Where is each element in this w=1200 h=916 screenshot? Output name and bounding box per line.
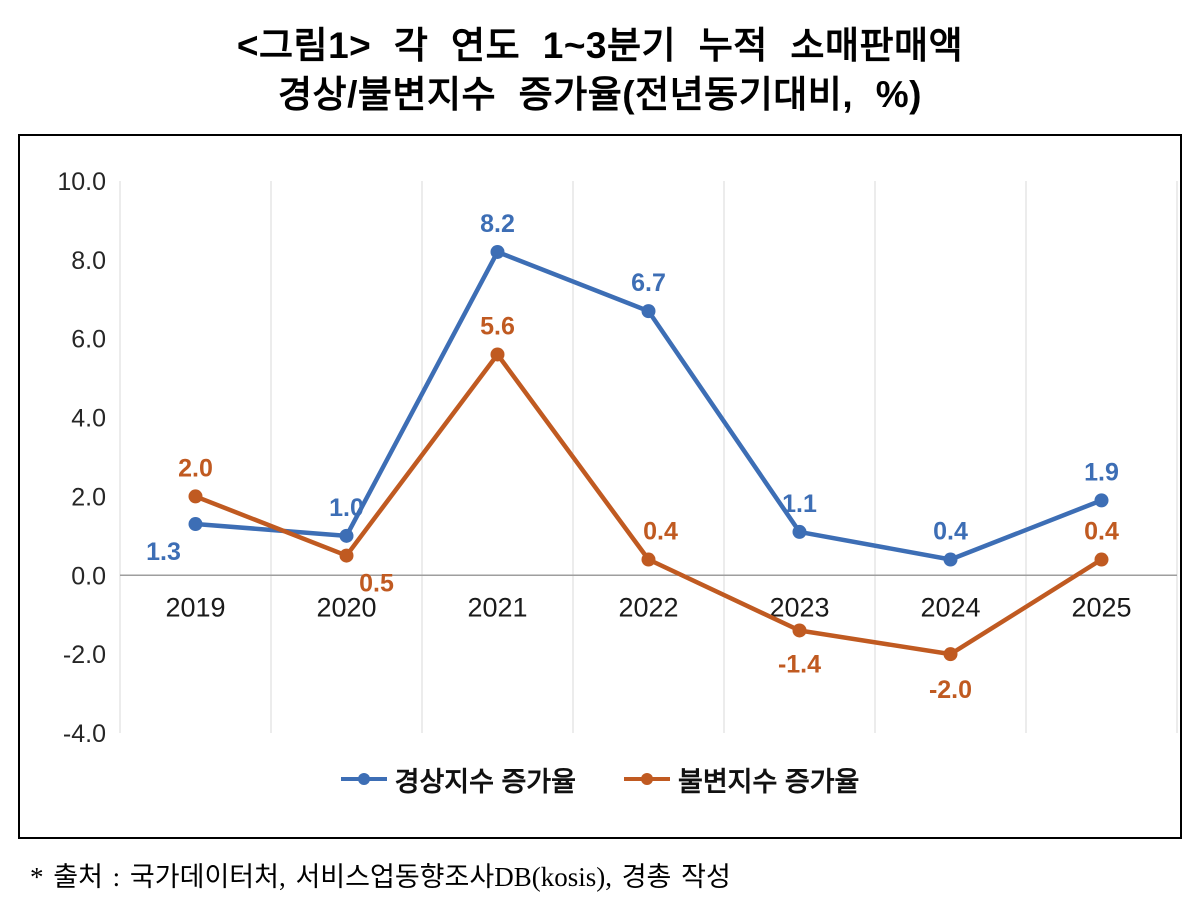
x-axis-label: 2020 bbox=[316, 592, 376, 622]
data-point bbox=[188, 489, 203, 504]
y-axis-tick: 6.0 bbox=[71, 325, 106, 353]
data-point bbox=[641, 552, 656, 567]
data-label: -1.4 bbox=[778, 650, 821, 678]
legend-marker-line-dot-icon bbox=[624, 772, 670, 786]
data-point bbox=[490, 347, 505, 362]
chart-title-line2: 경상/불변지수 증가율(전년동기대비, %) bbox=[278, 73, 922, 115]
legend-dot bbox=[641, 773, 653, 786]
data-label: 6.7 bbox=[631, 269, 666, 297]
data-label: 1.1 bbox=[782, 490, 817, 518]
y-axis-tick: 10.0 bbox=[57, 168, 106, 196]
x-axis-label: 2023 bbox=[769, 592, 829, 622]
legend-item-current-index: 경상지수 증가율 bbox=[340, 760, 576, 799]
data-label: 8.2 bbox=[480, 210, 515, 238]
data-point bbox=[1094, 493, 1109, 508]
y-axis-tick: 2.0 bbox=[71, 483, 106, 511]
y-axis-tick: 0.0 bbox=[71, 562, 106, 590]
legend-marker-line-dot-icon bbox=[340, 772, 387, 786]
data-label: 0.5 bbox=[359, 569, 394, 597]
chart-legend: 경상지수 증가율 불변지수 증가율 bbox=[340, 760, 859, 799]
data-label: 0.4 bbox=[1084, 517, 1119, 545]
x-axis-label: 2025 bbox=[1071, 592, 1131, 622]
legend-item-constant-index: 불변지수 증가율 bbox=[624, 760, 859, 799]
y-axis-tick: 8.0 bbox=[71, 247, 106, 275]
data-label: 1.9 bbox=[1084, 458, 1119, 486]
chart-title-line1: <그림1> 각 연도 1~3분기 누적 소매판매액 bbox=[236, 25, 964, 66]
data-label: 0.4 bbox=[933, 517, 968, 545]
data-label: 1.3 bbox=[146, 538, 181, 566]
y-axis-tick: -4.0 bbox=[63, 720, 106, 746]
data-point bbox=[339, 528, 354, 543]
legend-dot bbox=[357, 773, 370, 786]
data-label: 2.0 bbox=[178, 454, 213, 482]
y-axis-tick: -2.0 bbox=[63, 641, 106, 669]
y-axis-tick: 4.0 bbox=[71, 404, 106, 432]
data-point bbox=[188, 516, 203, 531]
legend-label: 불변지수 증가율 bbox=[678, 766, 860, 797]
data-label: -2.0 bbox=[929, 676, 972, 704]
data-label: 1.0 bbox=[329, 494, 364, 522]
data-point bbox=[339, 548, 354, 563]
chart-title: <그림1> 각 연도 1~3분기 누적 소매판매액 경상/불변지수 증가율(전년… bbox=[0, 0, 1200, 120]
data-point bbox=[641, 303, 656, 318]
data-label: 0.4 bbox=[643, 517, 678, 545]
data-point bbox=[943, 552, 958, 567]
legend-label: 경상지수 증가율 bbox=[394, 766, 576, 797]
x-axis-label: 2024 bbox=[920, 592, 980, 622]
source-note: * 출처 : 국가데이터처, 서비스업동향조사DB(kosis), 경총 작성 bbox=[30, 861, 731, 892]
x-axis-label: 2021 bbox=[467, 592, 527, 622]
x-axis-label: 2022 bbox=[618, 592, 678, 622]
line-chart: 10.0 8.0 6.0 4.0 2.0 0.0 -2.0 -4.0 2019 2020 2021 2… bbox=[57, 168, 1178, 746]
data-point bbox=[490, 244, 505, 259]
data-point bbox=[1094, 552, 1109, 567]
data-point bbox=[792, 524, 807, 539]
data-point bbox=[792, 623, 807, 638]
data-label: 5.6 bbox=[480, 312, 515, 340]
x-axis-label: 2019 bbox=[165, 592, 225, 622]
data-point bbox=[943, 646, 958, 661]
chart-frame: 10.0 8.0 6.0 4.0 2.0 0.0 -2.0 -4.0 2019 2020 2021 2… bbox=[18, 133, 1182, 839]
